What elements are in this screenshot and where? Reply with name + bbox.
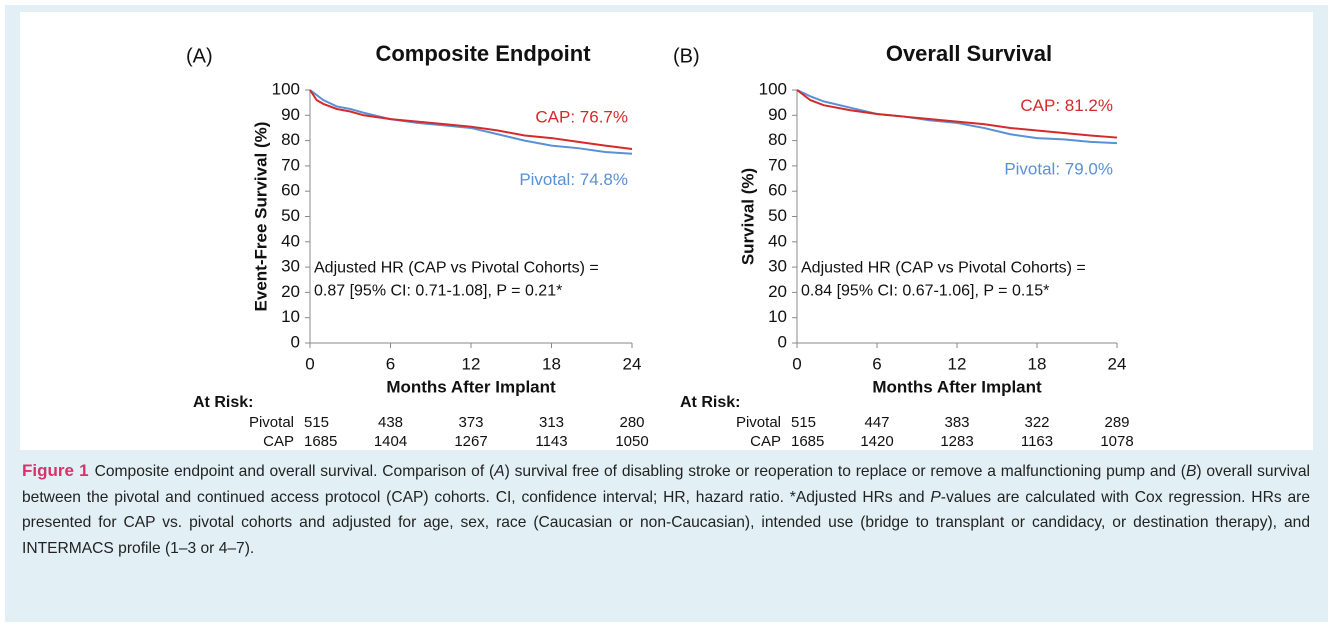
x-axis-label: Months After Implant <box>872 377 1042 396</box>
caption-label: Figure 1 <box>22 461 89 480</box>
at-risk-value: 322 <box>1024 414 1049 431</box>
at-risk-value: 373 <box>458 414 483 431</box>
at-risk-value: 1283 <box>940 433 973 450</box>
survival-curve <box>309 89 633 150</box>
at-risk-value: 515 <box>791 414 816 431</box>
survival-curve <box>796 89 1118 145</box>
at-risk-value: 1404 <box>374 433 407 450</box>
survival-curve <box>309 89 633 155</box>
at-risk-value: 1267 <box>454 433 487 450</box>
y-tick-label: 40 <box>768 231 787 250</box>
caption: Figure 1 Composite endpoint and overall s… <box>22 458 1310 561</box>
y-tick-label: 40 <box>281 231 300 250</box>
y-tick-label: 50 <box>281 206 300 225</box>
at-risk-value: 1078 <box>1100 433 1133 450</box>
caption-text: Composite endpoint and overall survival.… <box>94 463 495 480</box>
at-risk-value: 1163 <box>1021 433 1053 450</box>
y-tick-label: 80 <box>768 130 787 149</box>
x-tick-label: 12 <box>948 354 967 373</box>
caption-text: ) survival free of disabling stroke or r… <box>504 463 1186 480</box>
at-risk-value: 313 <box>539 414 564 431</box>
at-risk-name: CAP <box>750 433 781 450</box>
y-tick-label: 100 <box>759 79 787 98</box>
chart-title: Overall Survival <box>886 41 1052 66</box>
x-axis-label: Months After Implant <box>386 377 556 396</box>
at-risk-value: 515 <box>304 414 329 431</box>
y-tick-label: 10 <box>768 307 787 326</box>
y-axis-label: Survival (%) <box>738 168 757 265</box>
hr-note: 0.84 [95% CI: 0.67-1.06], P = 0.15* <box>801 282 1049 299</box>
y-tick-label: 30 <box>281 257 300 276</box>
y-tick-label: 60 <box>281 181 300 200</box>
at-risk-value: 383 <box>944 414 969 431</box>
y-tick-label: 80 <box>281 130 300 149</box>
y-tick-label: 70 <box>281 155 300 174</box>
at-risk-value: 280 <box>619 414 644 431</box>
at-risk-value: 447 <box>864 414 889 431</box>
at-risk-label: At Risk: <box>680 394 740 411</box>
y-tick-label: 20 <box>281 282 300 301</box>
x-tick-label: 24 <box>623 354 642 373</box>
at-risk-value: 438 <box>378 414 403 431</box>
y-tick-label: 100 <box>272 79 300 98</box>
caption-text: ) overall survival between the pivotal a… <box>22 463 1310 506</box>
y-tick-label: 90 <box>768 105 787 124</box>
end-label: Pivotal: 74.8% <box>519 170 628 189</box>
figure: (A) Composite Endpoint0102030405060708090… <box>20 12 1313 450</box>
panel-label: (A) <box>186 45 213 67</box>
caption-text: B <box>1185 463 1197 480</box>
caption-text: A <box>494 463 505 480</box>
at-risk-label: At Risk: <box>193 394 253 411</box>
at-risk-name: Pivotal <box>736 414 781 431</box>
x-tick-label: 12 <box>462 354 481 373</box>
chart-title: Composite Endpoint <box>375 41 591 66</box>
y-tick-label: 20 <box>768 282 787 301</box>
y-tick-label: 50 <box>768 206 787 225</box>
x-tick-label: 24 <box>1108 354 1127 373</box>
hr-note: Adjusted HR (CAP vs Pivotal Cohorts) = <box>801 259 1086 276</box>
x-tick-label: 0 <box>305 354 314 373</box>
y-tick-label: 30 <box>768 257 787 276</box>
x-tick-label: 6 <box>872 354 881 373</box>
caption-text: -values are calculated with Cox regressi… <box>22 488 1310 557</box>
at-risk-value: 1685 <box>304 433 337 450</box>
end-label: CAP: 81.2% <box>1020 96 1113 115</box>
hr-note: 0.87 [95% CI: 0.71-1.08], P = 0.21* <box>314 282 562 299</box>
x-tick-label: 0 <box>792 354 801 373</box>
x-tick-label: 18 <box>1028 354 1047 373</box>
y-tick-label: 0 <box>778 332 787 351</box>
end-label: CAP: 76.7% <box>535 107 628 126</box>
y-tick-label: 0 <box>291 332 300 351</box>
y-tick-label: 60 <box>768 181 787 200</box>
hr-note: Adjusted HR (CAP vs Pivotal Cohorts) = <box>314 259 599 276</box>
caption-text: P <box>930 488 941 506</box>
at-risk-value: 1050 <box>615 433 648 450</box>
at-risk-name: CAP <box>263 433 294 450</box>
end-label: Pivotal: 79.0% <box>1004 160 1113 179</box>
at-risk-value: 1685 <box>791 433 824 450</box>
x-tick-label: 6 <box>386 354 395 373</box>
at-risk-value: 289 <box>1104 414 1129 431</box>
at-risk-value: 1143 <box>535 433 567 450</box>
survival-curve <box>796 89 1118 139</box>
y-tick-label: 70 <box>768 155 787 174</box>
x-tick-label: 18 <box>542 354 561 373</box>
y-tick-label: 10 <box>281 307 300 326</box>
panel-label: (B) <box>673 45 700 67</box>
y-tick-label: 90 <box>281 105 300 124</box>
at-risk-name: Pivotal <box>249 414 294 431</box>
y-axis-label: Event-Free Survival (%) <box>251 122 270 312</box>
at-risk-value: 1420 <box>860 433 893 450</box>
